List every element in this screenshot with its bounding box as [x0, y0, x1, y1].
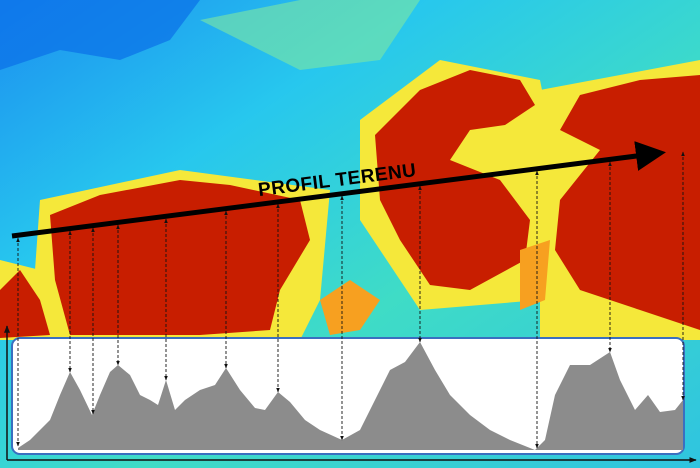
terrain-profile: [18, 342, 683, 450]
profile-box: [11, 337, 685, 455]
profile-guides: [16, 151, 685, 449]
axes: [3, 325, 697, 463]
profile-arrow: [11, 141, 666, 239]
